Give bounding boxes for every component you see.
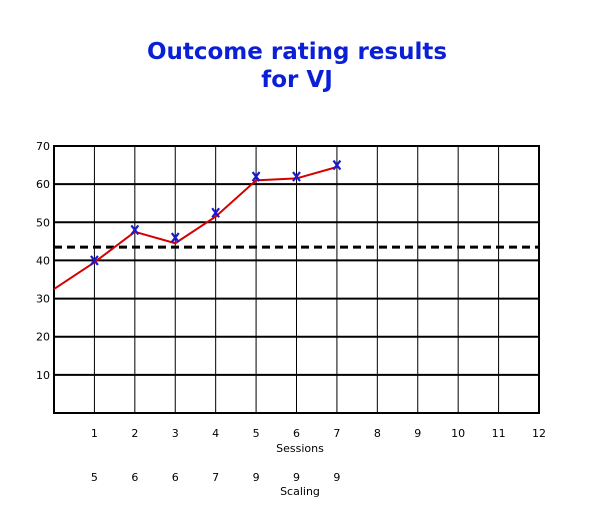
x-tick-label: 1 — [91, 427, 98, 440]
chart-title: Outcome rating results for VJ — [0, 38, 594, 94]
x-tick-label: 2 — [131, 427, 138, 440]
y-tick-label: 50 — [36, 216, 50, 229]
x-tick-label: 10 — [451, 427, 465, 440]
scaling-value: 6 — [131, 471, 138, 484]
x-tick-label: 5 — [253, 427, 260, 440]
data-point-marker — [130, 224, 140, 236]
x-tick-label: 3 — [172, 427, 179, 440]
y-tick-label: 10 — [36, 369, 50, 382]
x-tick-label: 4 — [212, 427, 219, 440]
x-axis-label: Sessions — [276, 442, 324, 455]
chart-title-line-1: Outcome rating results — [146, 39, 448, 65]
series-layer — [53, 166, 338, 290]
scaling-value: 9 — [253, 471, 260, 484]
scaling-value: 5 — [91, 471, 98, 484]
data-point-marker — [170, 232, 180, 243]
x-tick-label: 6 — [293, 427, 300, 440]
marker-layer — [90, 159, 342, 266]
scaling-value: 6 — [172, 471, 179, 484]
data-point-marker — [292, 171, 301, 182]
marker-stroke — [292, 171, 301, 182]
scaling-value: 9 — [293, 471, 300, 484]
x-tick-label: 9 — [414, 427, 421, 440]
scaling-label: Scaling — [280, 485, 320, 498]
marker-stroke — [170, 232, 180, 243]
chart-title-line-2: for VJ — [261, 67, 333, 93]
series-line — [53, 166, 338, 290]
data-point-marker — [332, 159, 342, 171]
y-tick-labels: 10 20 30 40 50 60 70 — [36, 140, 50, 382]
scaling-value: 9 — [333, 471, 340, 484]
x-tick-label: 7 — [333, 427, 340, 440]
y-tick-label: 30 — [36, 293, 50, 306]
y-tick-label: 20 — [36, 331, 50, 344]
y-tick-label: 60 — [36, 178, 50, 191]
x-tick-label: 11 — [492, 427, 506, 440]
y-tick-label: 70 — [36, 140, 50, 153]
data-point-marker — [211, 207, 221, 218]
scaling-value: 7 — [212, 471, 219, 484]
x-tick-label: 8 — [374, 427, 381, 440]
data-point-marker — [90, 255, 99, 266]
marker-stroke — [251, 171, 261, 182]
data-point-marker — [251, 171, 261, 182]
marker-stroke — [211, 207, 221, 218]
marker-stroke — [90, 255, 99, 266]
marker-stroke — [332, 159, 342, 171]
grid-layer — [53, 145, 540, 414]
y-tick-label: 40 — [36, 254, 50, 267]
x-tick-label: 12 — [532, 427, 546, 440]
scaling-values: 5 6 6 7 9 9 9 — [91, 471, 340, 484]
x-tick-labels: 1 2 3 4 5 6 7 8 9 10 11 12 — [91, 427, 546, 440]
marker-stroke — [130, 224, 140, 236]
